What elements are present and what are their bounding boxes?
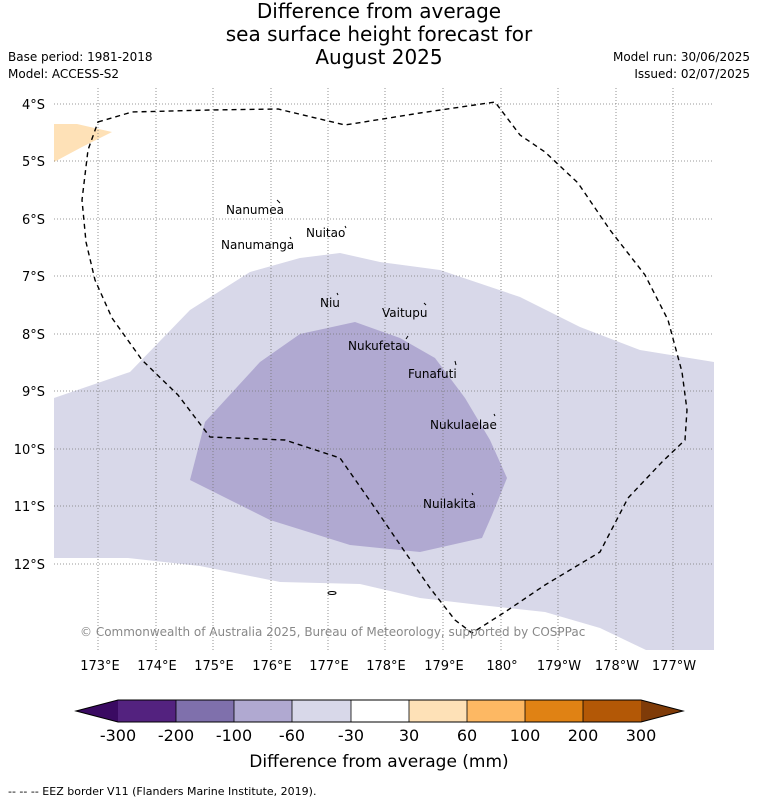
model-run: Model run: 30/06/2025: [612, 50, 750, 64]
island-marker: [471, 492, 474, 496]
lon-label: 178°W: [595, 659, 639, 674]
lat-label: 10°S: [14, 443, 45, 458]
copyright-notice: © Commonwealth of Australia 2025, Bureau…: [80, 625, 585, 639]
colorbar-swatch: [292, 700, 351, 722]
lat-label: 8°S: [22, 328, 45, 343]
colorbar-tick: 300: [626, 726, 657, 745]
colorbar-extend-low: [76, 700, 118, 722]
colorbar-swatch: [467, 700, 525, 722]
chart-title: Difference from average sea surface heig…: [0, 0, 758, 69]
lon-label: 180°: [486, 659, 517, 674]
colorbar-tick: 100: [510, 726, 541, 745]
colorbar-label: Difference from average (mm): [249, 752, 508, 772]
island-marker: [423, 302, 427, 306]
lon-label: 179°W: [537, 659, 581, 674]
colorbar-swatch: [525, 700, 583, 722]
lon-label: 176°E: [252, 659, 292, 674]
anomaly-region-positive: [54, 124, 112, 162]
colorbar-outline: [74, 699, 685, 723]
title-line-2: sea surface height forecast for: [225, 22, 533, 46]
eez-footnote: -- -- -- EEZ border V11 (Flanders Marine…: [8, 785, 317, 798]
colorbar-tick: 30: [399, 726, 419, 745]
place-label-nukulaelae: Nukulaelae: [430, 418, 497, 432]
place-label-nuitao: Nuitao: [306, 226, 345, 240]
title-line-1: Difference from average: [256, 0, 502, 23]
colorbar-extend-high: [641, 700, 683, 722]
lon-label: 178°E: [366, 659, 406, 674]
colorbar-swatch: [351, 700, 409, 722]
place-label-nanumea: Nanumea: [226, 203, 284, 217]
lon-label: 179°E: [424, 659, 464, 674]
island-marker: [336, 292, 339, 296]
colorbar-swatch: [409, 700, 467, 722]
lon-label: 177°E: [309, 659, 349, 674]
issued-date: Issued: 02/07/2025: [634, 67, 750, 81]
colorbar-ticks: -300 -200 -100 -60 -30 30 60 100 200 300: [100, 726, 656, 745]
lat-label: 5°S: [22, 155, 45, 170]
meta-right: Model run: 30/06/2025 Issued: 02/07/2025: [613, 49, 750, 83]
lon-label: 173°E: [80, 659, 120, 674]
graticule: [54, 88, 714, 650]
anomaly-region-medium: [190, 322, 507, 552]
lat-label: 4°S: [22, 98, 45, 113]
colorbar-tick: 200: [568, 726, 599, 745]
island-marker: [344, 225, 347, 229]
base-period: Base period: 1981-2018: [8, 50, 153, 64]
colorbar-tick: -200: [158, 726, 194, 745]
latitude-labels: 4°S 5°S 6°S 7°S 8°S 9°S 10°S 11°S 12°S: [14, 98, 45, 573]
place-label-nuilakita: Nuilakita: [423, 497, 476, 511]
place-label-nanumanga: Nanumanga: [221, 238, 294, 252]
island-marker: [405, 335, 409, 340]
place-label-nukufetau: Nukufetau: [348, 339, 410, 353]
island-marker: [276, 199, 281, 204]
meta-left: Base period: 1981-2018 Model: ACCESS-S2: [8, 49, 153, 83]
reef-marker: [327, 591, 337, 595]
lat-label: 11°S: [14, 500, 45, 515]
eez-border: [81, 101, 688, 634]
colorbar-swatch: [176, 700, 234, 722]
longitude-labels: 173°E 174°E 175°E 176°E 177°E 178°E 179°…: [80, 659, 696, 674]
place-label-vaitupu: Vaitupu: [382, 306, 428, 320]
lat-label: 6°S: [22, 213, 45, 228]
colorbar: [74, 699, 685, 723]
lon-label: 177°W: [652, 659, 696, 674]
lon-label: 174°E: [137, 659, 177, 674]
lat-label: 7°S: [22, 270, 45, 285]
colorbar-tick: -100: [216, 726, 252, 745]
title-line-3: August 2025: [315, 45, 443, 69]
place-label-funafuti: Funafuti: [408, 367, 457, 381]
place-label-niu: Niu: [320, 296, 340, 310]
island-marker: [289, 236, 292, 240]
lon-label: 175°E: [194, 659, 234, 674]
model-name: Model: ACCESS-S2: [8, 67, 120, 81]
colorbar-tick: -300: [100, 726, 136, 745]
island-marker: [454, 360, 457, 366]
colorbar-tick: -60: [279, 726, 305, 745]
lat-label: 12°S: [14, 558, 45, 573]
colorbar-swatch: [234, 700, 292, 722]
colorbar-tick: -30: [338, 726, 364, 745]
colorbar-swatch: [583, 700, 641, 722]
island-marker: [493, 413, 496, 417]
lat-label: 9°S: [22, 385, 45, 400]
colorbar-tick: 60: [457, 726, 477, 745]
place-labels: Nanumea Nuitao Nanumanga Niu Vaitupu Nuk…: [221, 199, 497, 595]
colorbar-swatch: [118, 700, 176, 722]
